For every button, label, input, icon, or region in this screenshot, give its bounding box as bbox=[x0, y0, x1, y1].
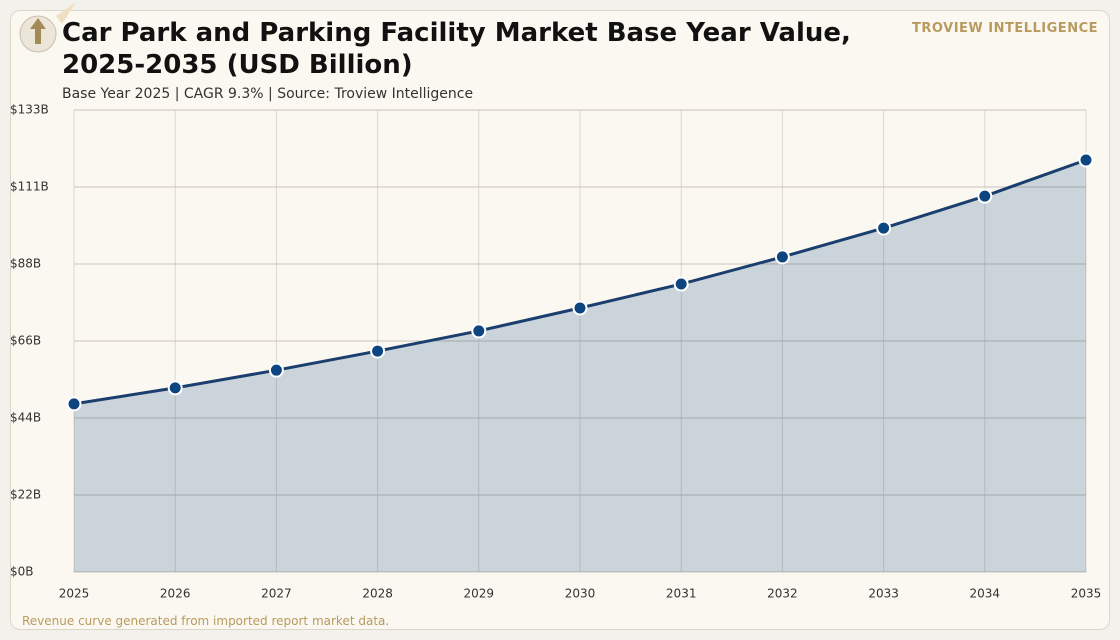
y-tick-label: $111B bbox=[10, 180, 49, 194]
x-tick-label: 2033 bbox=[868, 587, 899, 601]
marker bbox=[471, 323, 487, 339]
x-tick-label: 2028 bbox=[362, 587, 393, 601]
y-tick-label: $0B bbox=[10, 565, 34, 579]
x-tick-label: 2032 bbox=[767, 587, 798, 601]
marker bbox=[66, 396, 82, 412]
y-tick-label: $44B bbox=[10, 411, 41, 425]
x-tick-label: 2030 bbox=[565, 587, 596, 601]
marker bbox=[370, 343, 386, 359]
y-tick-label: $66B bbox=[10, 334, 41, 348]
brand: TROVIEW INTELLIGENCE bbox=[912, 21, 1098, 36]
x-tick-label: 2034 bbox=[970, 587, 1001, 601]
x-tick-label: 2027 bbox=[261, 587, 292, 601]
marker bbox=[876, 220, 892, 236]
area-fill bbox=[74, 160, 1086, 572]
marker bbox=[673, 276, 689, 292]
y-tick-label: $22B bbox=[10, 487, 41, 501]
x-tick-label: 2026 bbox=[160, 587, 191, 601]
x-tick-label: 2029 bbox=[464, 587, 495, 601]
x-tick-label: 2025 bbox=[59, 587, 90, 601]
chart-subtitle: Base Year 2025 | CAGR 9.3% | Source: Tro… bbox=[62, 86, 474, 102]
marker bbox=[167, 380, 183, 396]
chart-title: Car Park and Parking Facility Market Bas… bbox=[62, 18, 851, 80]
marker bbox=[268, 362, 284, 378]
marker bbox=[977, 188, 993, 204]
logo bbox=[19, 2, 76, 53]
x-tick-label: 2035 bbox=[1071, 587, 1102, 601]
y-tick-label: $88B bbox=[10, 256, 41, 270]
marker bbox=[774, 249, 790, 265]
marker bbox=[1078, 152, 1094, 168]
marker bbox=[572, 300, 588, 316]
x-tick-label: 2031 bbox=[666, 587, 697, 601]
y-tick-label: $133B bbox=[10, 103, 49, 117]
footer-note: Revenue curve generated from imported re… bbox=[22, 614, 390, 628]
